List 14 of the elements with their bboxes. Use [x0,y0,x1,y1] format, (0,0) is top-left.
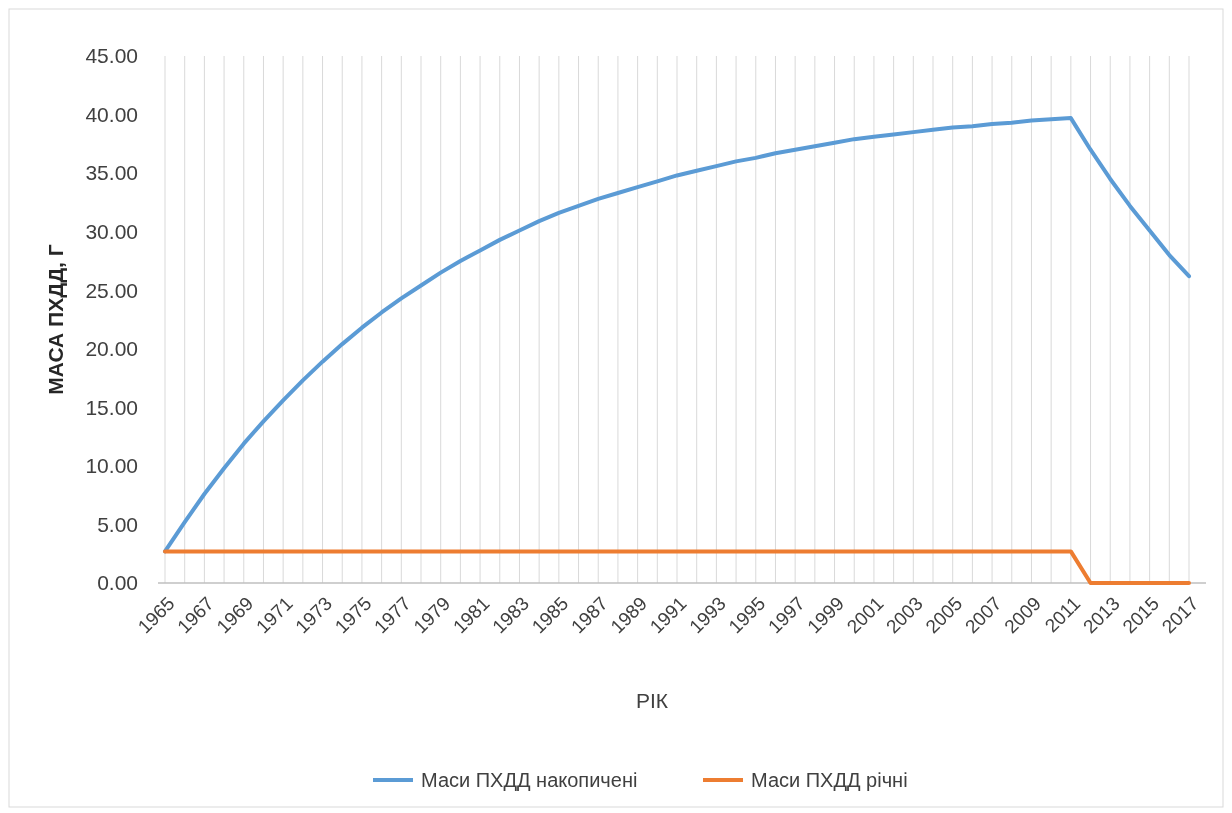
y-tick-label: 30.00 [85,220,138,244]
y-tick-label: 35.00 [85,161,138,185]
x-axis-title: РІК [635,689,669,712]
legend-label: Маси ПХДД річні [751,769,908,791]
y-tick-label: 15.00 [85,395,138,419]
y-tick-label: 5.00 [97,512,138,536]
y-tick-label: 20.00 [85,337,138,361]
y-tick-label: 45.00 [85,44,138,68]
y-axis-title: МАСА ПХДД, Г [44,244,67,395]
legend-label: Маси ПХДД накопичені [421,769,638,791]
y-tick-label: 25.00 [85,278,138,302]
y-tick-label: 10.00 [85,454,138,478]
y-tick-label: 40.00 [85,102,138,126]
y-tick-label: 0.00 [97,571,138,595]
